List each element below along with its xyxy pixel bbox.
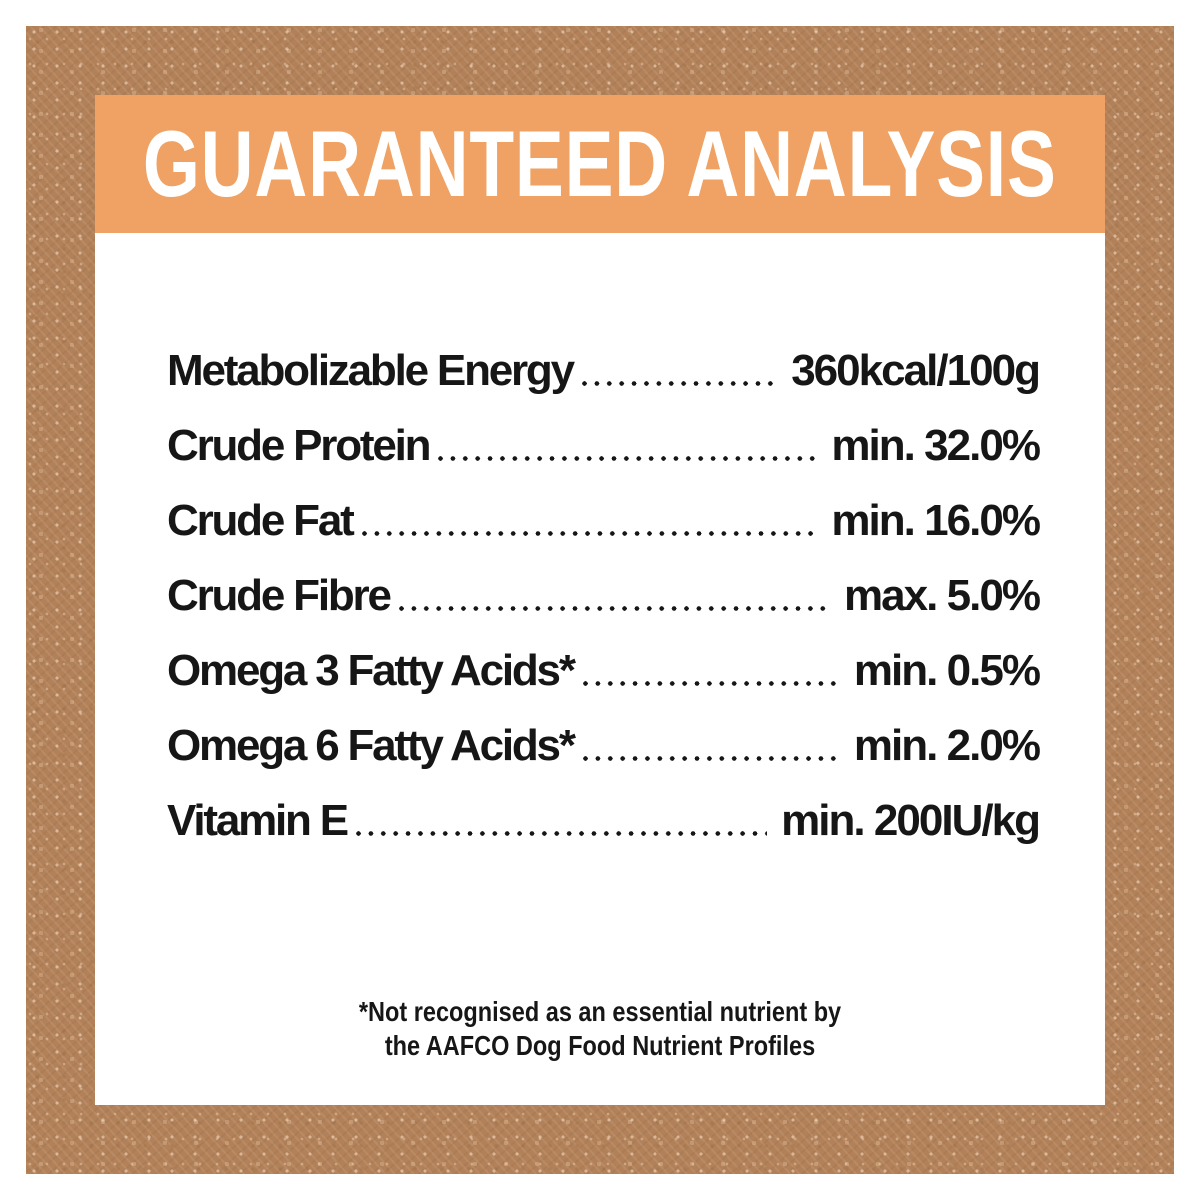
footnote-line-1: *Not recognised as an essential nutrient…	[358, 996, 842, 1027]
dot-leader	[438, 408, 818, 483]
nutrient-label: Omega 6 Fatty Acids*	[167, 721, 576, 770]
guaranteed-analysis-panel: GUARANTEED ANALYSIS Metabolizable Energy…	[95, 95, 1105, 1105]
header-bar: GUARANTEED ANALYSIS	[95, 95, 1105, 233]
nutrient-value: min. 200IU/kg	[781, 796, 1041, 845]
nutrient-value: 360kcal/100g	[791, 346, 1041, 395]
table-row: Omega 3 Fatty Acids* min. 0.5%	[167, 633, 1041, 708]
nutrient-label: Crude Protein	[167, 421, 432, 470]
table-row: Omega 6 Fatty Acids* min. 2.0%	[167, 708, 1041, 783]
nutrient-value: min. 32.0%	[831, 421, 1041, 470]
table-row: Metabolizable Energy 360kcal/100g	[167, 333, 1041, 408]
nutrient-label: Omega 3 Fatty Acids*	[167, 646, 576, 695]
table-row: Crude Protein min. 32.0%	[167, 408, 1041, 483]
dot-leader	[398, 558, 831, 633]
table-row: Crude Fibre max. 5.0%	[167, 558, 1041, 633]
dot-leader	[355, 783, 768, 858]
nutrient-value: min. 2.0%	[853, 721, 1041, 770]
dot-leader	[361, 483, 818, 558]
page-title: GUARANTEED ANALYSIS	[143, 111, 1057, 216]
nutrient-label: Crude Fat	[167, 496, 355, 545]
nutrient-value: max. 5.0%	[844, 571, 1041, 620]
nutrient-label: Crude Fibre	[167, 571, 392, 620]
table-row: Vitamin E min. 200IU/kg	[167, 783, 1041, 858]
dot-leader	[582, 708, 840, 783]
nutrient-label: Metabolizable Energy	[167, 346, 575, 395]
nutrient-value: min. 0.5%	[853, 646, 1041, 695]
dot-leader	[581, 333, 778, 408]
nutrient-value: min. 16.0%	[831, 496, 1041, 545]
table-row: Crude Fat min. 16.0%	[167, 483, 1041, 558]
footnote-line-2: the AAFCO Dog Food Nutrient Profiles	[384, 1030, 816, 1061]
nutrient-label: Vitamin E	[167, 796, 349, 845]
nutrient-table: Metabolizable Energy 360kcal/100g Crude …	[167, 333, 1041, 858]
footnote: *Not recognised as an essential nutrient…	[95, 995, 1105, 1063]
dot-leader	[582, 633, 840, 708]
